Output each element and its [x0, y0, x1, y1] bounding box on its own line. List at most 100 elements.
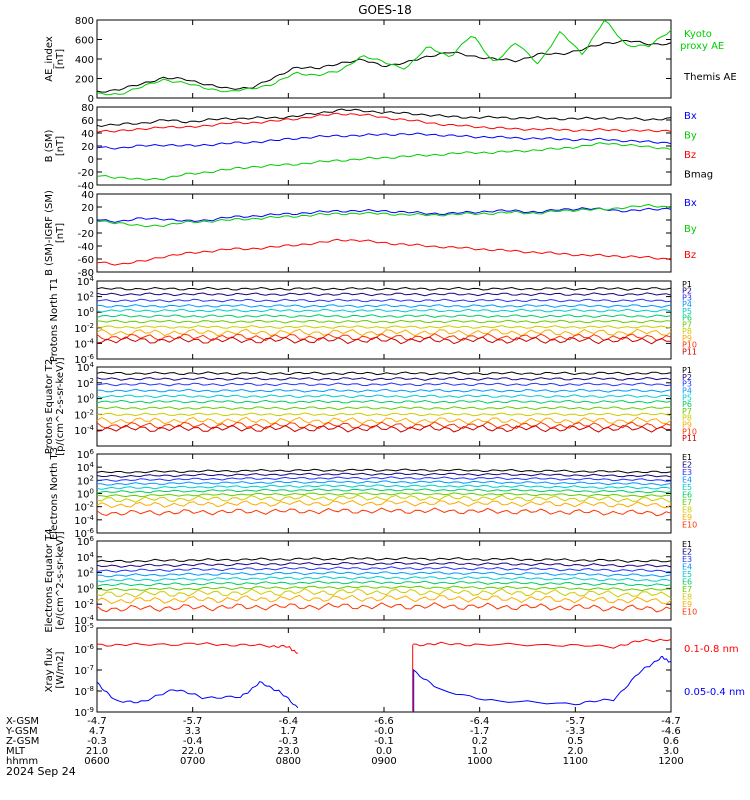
y-tick-label: -20 — [78, 229, 94, 240]
y-tick-label: 20 — [81, 203, 94, 214]
channel-line-p5 — [96, 394, 672, 399]
channel-line-p2 — [96, 292, 672, 297]
channel-line-p4 — [96, 388, 672, 393]
orbit-value: 1000 — [467, 756, 492, 767]
legend-label: E6 — [682, 491, 692, 500]
y-tick-label: 10-2 — [74, 408, 94, 421]
y-tick-label: 10-7 — [74, 664, 94, 677]
legend-label: E1 — [682, 540, 692, 549]
series-line-kyoto-proxy-ae — [96, 19, 672, 96]
channel-line-e9 — [96, 500, 672, 509]
y-tick-label: 100 — [77, 582, 94, 595]
y-tick-label: 400 — [75, 55, 94, 66]
y-tick-label: 10-6 — [74, 643, 94, 656]
legend-label: P7 — [682, 320, 692, 329]
y-tick-label: 10-4 — [74, 514, 94, 527]
y-axis-unit: [nT] — [55, 136, 66, 156]
channel-line-p5 — [96, 308, 672, 313]
orbit-value: 3.3 — [185, 726, 201, 737]
orbit-value: 0.2 — [472, 736, 488, 747]
y-tick-label: 60 — [81, 116, 94, 127]
legend-label: P4 — [682, 386, 692, 395]
y-tick-label: 10-4 — [74, 614, 94, 627]
legend-label: E6 — [682, 578, 692, 587]
channel-line-e5 — [96, 575, 672, 583]
y-tick-label: 102 — [77, 377, 94, 390]
legend-label: E10 — [682, 608, 697, 617]
orbit-value: -6.4 — [470, 716, 490, 727]
channel-line-e2 — [96, 472, 672, 478]
y-tick-label: 10-6 — [74, 527, 94, 540]
orbit-value: -1.7 — [470, 726, 490, 737]
y-tick-label: 102 — [77, 567, 94, 580]
channel-line-e7 — [96, 492, 672, 498]
channel-line-e10 — [96, 507, 672, 517]
orbit-value: 1.0 — [472, 746, 488, 757]
y-tick-label: 0 — [88, 94, 94, 105]
y-tick-label: 600 — [75, 36, 94, 47]
y-tick-label: 10-4 — [74, 337, 94, 350]
orbit-value: 1100 — [563, 756, 588, 767]
orbit-value: -5.7 — [566, 716, 586, 727]
legend-label: E9 — [682, 513, 692, 522]
legend-label: Bz — [684, 150, 696, 161]
legend-label: P1 — [682, 366, 692, 375]
series-line-themis-ae — [96, 40, 672, 93]
legend-label: Kyoto — [684, 29, 712, 40]
y-axis-label: Protons Equator T2 — [44, 359, 55, 455]
channel-line-e1 — [96, 556, 672, 563]
channel-line-e8 — [96, 588, 672, 599]
orbit-value: 2.0 — [567, 746, 583, 757]
orbit-table: X-GSM -4.7 -5.7 -6.4 -6.6 -6.4 -5.7 -4.7 Y-GSM 4.… — [5, 716, 684, 767]
orbit-value: -4.7 — [87, 716, 107, 727]
y-tick-label: 10-2 — [74, 322, 94, 335]
y-tick-label: 102 — [77, 291, 94, 304]
legend-label: P3 — [682, 380, 692, 389]
panel-frame — [96, 19, 672, 99]
channel-line-p6 — [96, 314, 672, 319]
legend-label: proxy AE — [680, 41, 724, 52]
y-tick-label: 104 — [77, 551, 95, 564]
orbit-row-label: MLT — [6, 746, 26, 757]
xray-line-0000ff — [412, 655, 672, 706]
orbit-value: 21.0 — [86, 746, 108, 757]
series-line-bx — [96, 132, 672, 150]
y-axis-unit: [nT] — [55, 49, 66, 69]
y-tick-label: 10-2 — [74, 501, 94, 514]
y-tick-label: 40 — [81, 190, 94, 201]
y-tick-label: -20 — [78, 168, 94, 179]
legend-label: E3 — [682, 555, 692, 564]
orbit-value: 0700 — [180, 756, 205, 767]
y-tick-label: 106 — [77, 535, 95, 548]
y-axis-unit: [p/(cm^2-s-sr-keV)] — [55, 357, 66, 456]
y-tick-label: 10-6 — [74, 353, 94, 366]
y-tick-label: 10-5 — [74, 622, 94, 635]
legend-label: E5 — [682, 570, 692, 579]
channel-line-p2 — [96, 376, 672, 381]
y-tick-label: 100 — [77, 488, 94, 501]
y-tick-label: 200 — [75, 75, 94, 86]
orbit-value: 23.0 — [277, 746, 299, 757]
legend-label: P7 — [682, 407, 692, 416]
orbit-row-label: Y-GSM — [5, 726, 38, 737]
orbit-value: 4.7 — [89, 726, 105, 737]
y-tick-label: 10-4 — [74, 424, 94, 437]
y-tick-label: 100 — [77, 393, 94, 406]
orbit-row-label: hhmm — [6, 756, 38, 767]
y-axis-label: AE_index — [44, 36, 55, 82]
legend-label: Themis AE — [683, 72, 737, 83]
series-line-bmag — [96, 108, 672, 128]
legend-label: E1 — [682, 453, 692, 462]
orbit-value: -0.3 — [279, 736, 299, 747]
channel-line-e3 — [96, 476, 672, 482]
orbit-row-label: Z-GSM — [6, 736, 39, 747]
legend-label: P8 — [682, 414, 692, 423]
channel-line-p10 — [96, 421, 672, 430]
y-tick-label: 10-8 — [74, 685, 94, 698]
legend-label: P6 — [682, 400, 692, 409]
orbit-value: 1.7 — [280, 726, 296, 737]
y-tick-label: 104 — [77, 461, 95, 474]
y-axis-unit: [W/m2] — [55, 651, 66, 688]
y-axis-unit: [e/(cm^2-s-sr-keV)] — [55, 531, 66, 629]
